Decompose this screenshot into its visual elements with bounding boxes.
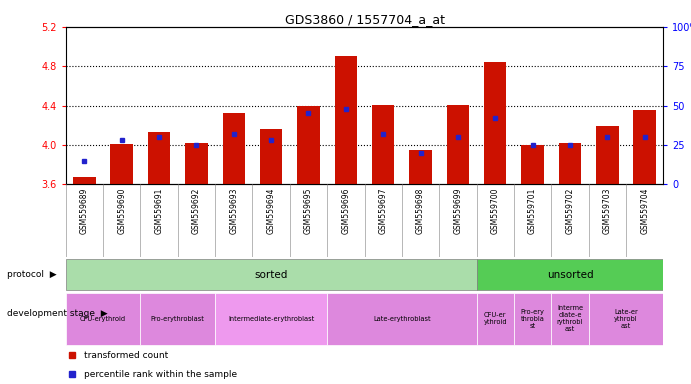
Text: GSM559704: GSM559704: [640, 188, 649, 235]
Text: Pro-ery
throbla
st: Pro-ery throbla st: [521, 309, 545, 329]
Bar: [140, 293, 215, 344]
Bar: [589, 293, 663, 344]
Bar: [327, 293, 477, 344]
Text: GSM559696: GSM559696: [341, 188, 350, 235]
Text: GSM559693: GSM559693: [229, 188, 238, 235]
Text: unsorted: unsorted: [547, 270, 594, 280]
Bar: [215, 293, 327, 344]
Bar: [551, 293, 589, 344]
Bar: [409, 150, 432, 184]
Text: Interme
diate-e
rythrobl
ast: Interme diate-e rythrobl ast: [557, 305, 583, 332]
Bar: [66, 259, 477, 290]
Bar: [446, 104, 469, 184]
Bar: [522, 145, 544, 184]
Text: GSM559690: GSM559690: [117, 188, 126, 235]
Text: GSM559698: GSM559698: [416, 188, 425, 234]
Bar: [484, 62, 507, 184]
Bar: [477, 293, 514, 344]
Text: GSM559699: GSM559699: [453, 188, 462, 235]
Title: GDS3860 / 1557704_a_at: GDS3860 / 1557704_a_at: [285, 13, 444, 26]
Text: percentile rank within the sample: percentile rank within the sample: [84, 370, 237, 379]
Bar: [372, 104, 395, 184]
Text: GSM559700: GSM559700: [491, 188, 500, 235]
Bar: [334, 56, 357, 184]
Text: GSM559695: GSM559695: [304, 188, 313, 235]
Bar: [66, 293, 140, 344]
Bar: [148, 132, 170, 184]
Text: GSM559702: GSM559702: [565, 188, 574, 234]
Bar: [477, 259, 663, 290]
Text: GSM559697: GSM559697: [379, 188, 388, 235]
Bar: [297, 106, 320, 184]
Text: GSM559689: GSM559689: [80, 188, 89, 234]
Text: GSM559703: GSM559703: [603, 188, 612, 235]
Text: transformed count: transformed count: [84, 351, 168, 360]
Bar: [634, 109, 656, 184]
Text: development stage  ▶: development stage ▶: [7, 309, 108, 318]
Text: Intermediate-erythroblast: Intermediate-erythroblast: [228, 316, 314, 322]
Text: GSM559694: GSM559694: [267, 188, 276, 235]
Text: CFU-erythroid: CFU-erythroid: [80, 316, 126, 322]
Bar: [223, 114, 245, 184]
Bar: [73, 177, 95, 184]
Text: GSM559701: GSM559701: [528, 188, 537, 234]
Text: Late-er
ythrobl
ast: Late-er ythrobl ast: [614, 309, 638, 329]
Bar: [596, 126, 618, 184]
Bar: [559, 143, 581, 184]
Text: GSM559691: GSM559691: [155, 188, 164, 234]
Text: GSM559692: GSM559692: [192, 188, 201, 234]
Bar: [185, 143, 207, 184]
Text: Late-erythroblast: Late-erythroblast: [373, 316, 430, 322]
Bar: [111, 144, 133, 184]
Text: Pro-erythroblast: Pro-erythroblast: [151, 316, 205, 322]
Bar: [514, 293, 551, 344]
Text: sorted: sorted: [254, 270, 287, 280]
Bar: [260, 129, 283, 184]
Text: CFU-er
ythroid: CFU-er ythroid: [484, 312, 507, 325]
Text: protocol  ▶: protocol ▶: [7, 270, 57, 279]
